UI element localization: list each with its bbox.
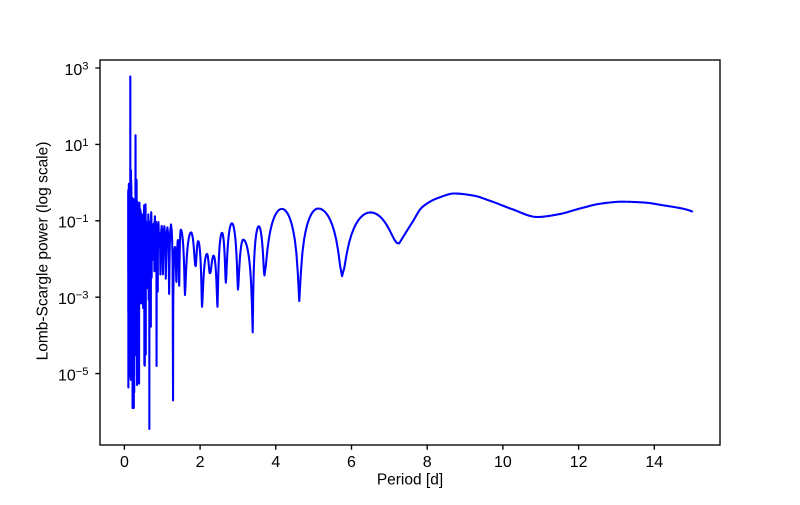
svg-text:10: 10 — [494, 454, 512, 471]
svg-text:Period [d]: Period [d] — [377, 472, 443, 489]
svg-text:6: 6 — [347, 454, 356, 471]
svg-text:8: 8 — [423, 454, 432, 471]
svg-text:4: 4 — [271, 454, 280, 471]
svg-text:2: 2 — [196, 454, 205, 471]
svg-text:14: 14 — [645, 454, 663, 471]
svg-text:0: 0 — [120, 454, 129, 471]
svg-text:12: 12 — [570, 454, 588, 471]
svg-text:Lomb-Scargle power (log scale): Lomb-Scargle power (log scale) — [35, 142, 52, 361]
